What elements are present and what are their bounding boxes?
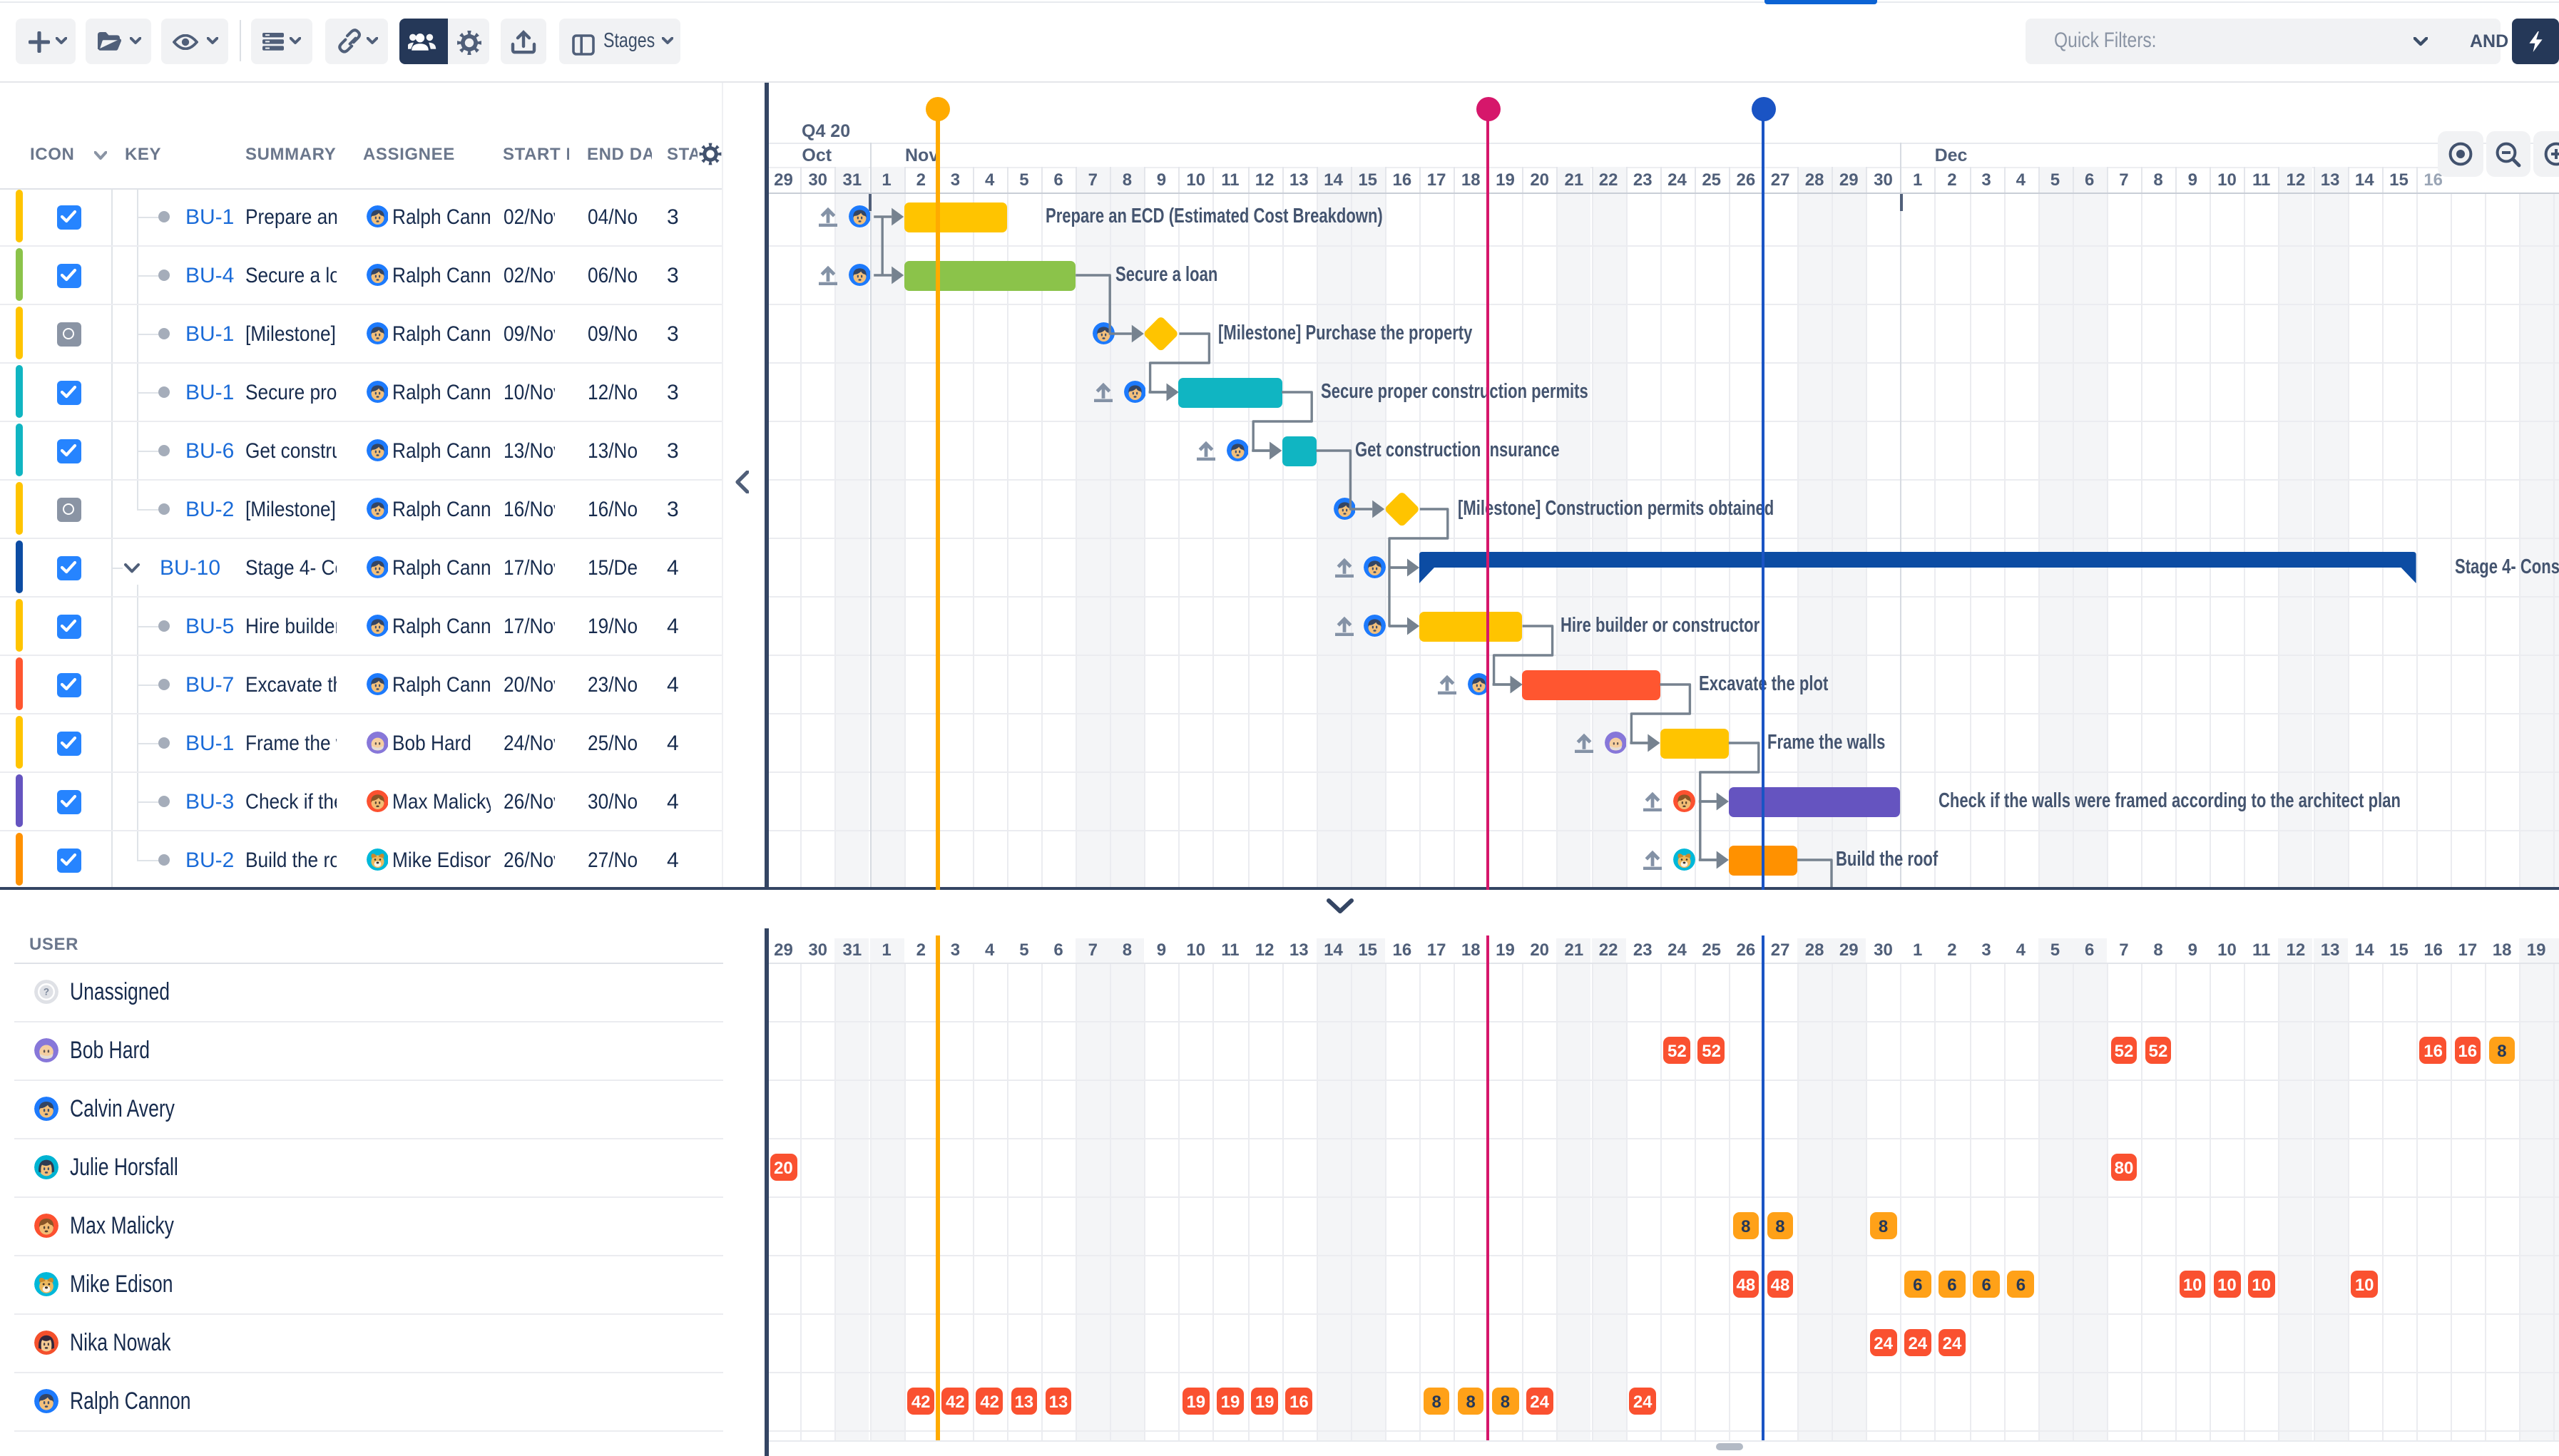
svg-text:?: ? bbox=[44, 987, 49, 998]
